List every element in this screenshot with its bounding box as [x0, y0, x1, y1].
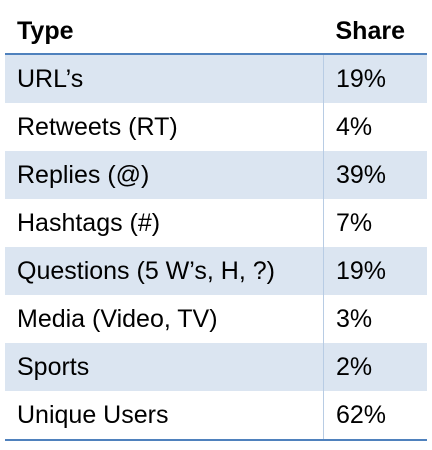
cell-share: 19% [323, 247, 427, 295]
cell-share: 2% [323, 343, 427, 391]
cell-share: 39% [323, 151, 427, 199]
table-header: Type Share [5, 9, 427, 55]
table-row: Hashtags (#) 7% [5, 199, 427, 247]
cell-type: Replies (@) [5, 151, 324, 199]
cell-share: 62% [323, 391, 427, 441]
cell-type: Questions (5 W’s, H, ?) [5, 247, 324, 295]
cell-type: Retweets (RT) [5, 103, 324, 151]
cell-type: Hashtags (#) [5, 199, 324, 247]
share-table-container: Type Share URL’s 19% Retweets (RT) 4% Re… [5, 9, 427, 441]
cell-type: URL’s [5, 54, 324, 103]
table-row: Unique Users 62% [5, 391, 427, 441]
table-row: Questions (5 W’s, H, ?) 19% [5, 247, 427, 295]
header-type: Type [5, 9, 324, 55]
cell-share: 4% [336, 112, 373, 141]
cell-share: 19% [323, 54, 427, 103]
table-row: Retweets (RT) 4% [5, 103, 427, 151]
cell-share: 3% [336, 304, 373, 333]
table-body: URL’s 19% Retweets (RT) 4% Replies (@) 3… [5, 54, 427, 441]
cell-type: Media (Video, TV) [5, 295, 324, 343]
table-row: Media (Video, TV) 3% [5, 295, 427, 343]
cell-type: Unique Users [5, 391, 324, 441]
header-share: Share [323, 9, 427, 55]
header-row: Type Share [5, 9, 427, 55]
table-row: Sports 2% [5, 343, 427, 391]
table-row: URL’s 19% [5, 54, 427, 103]
cell-share: 7% [336, 208, 373, 237]
table-row: Replies (@) 39% [5, 151, 427, 199]
share-table: Type Share URL’s 19% Retweets (RT) 4% Re… [5, 9, 427, 441]
cell-type: Sports [5, 343, 324, 391]
